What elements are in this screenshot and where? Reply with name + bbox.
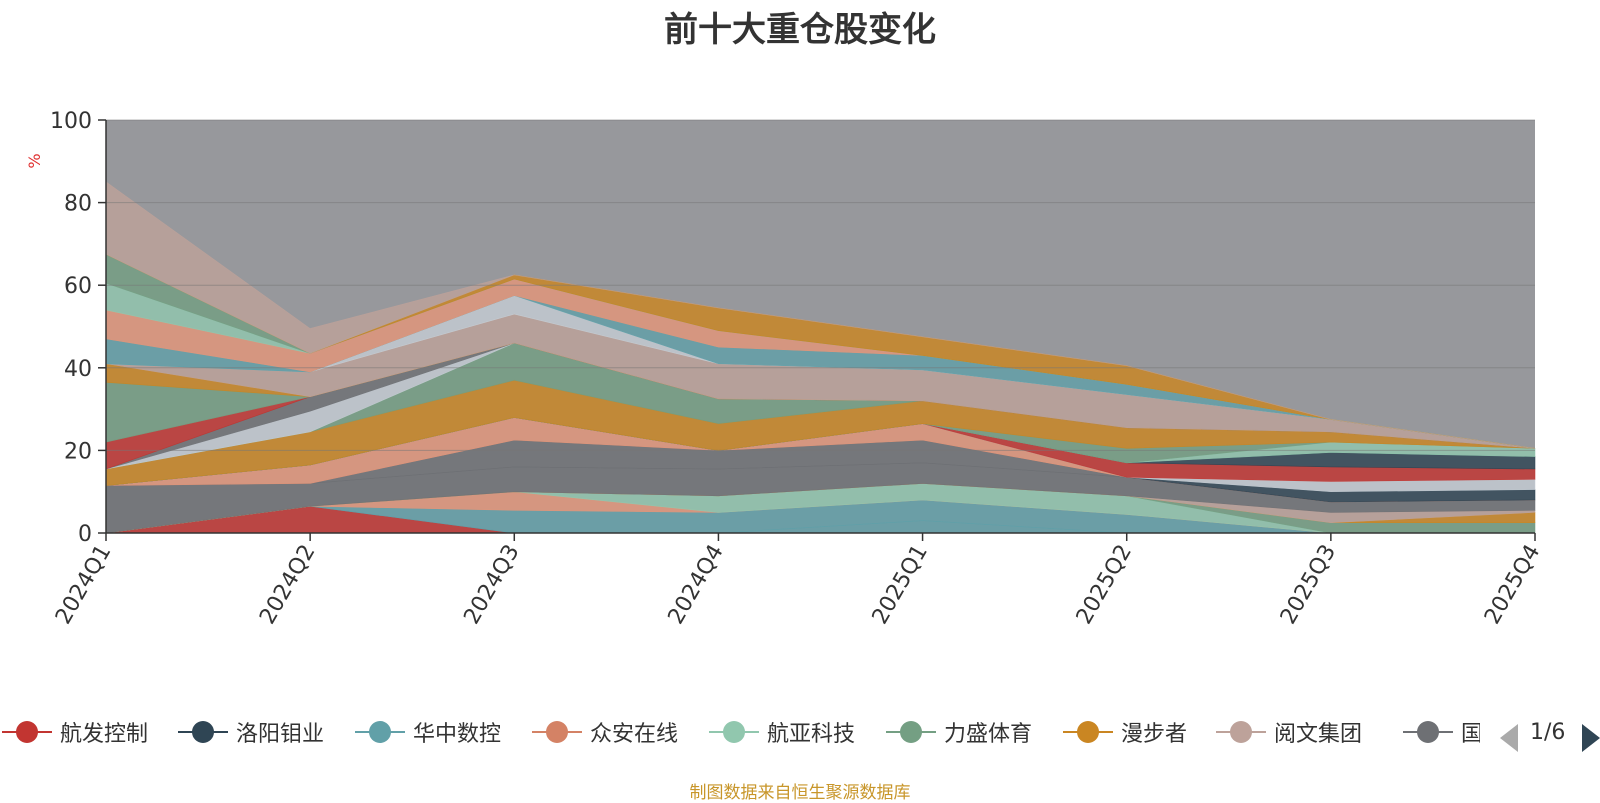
y-tick-label: 40 [64, 357, 92, 382]
legend-item[interactable]: 航发控制 [2, 716, 148, 748]
legend-item[interactable]: 众安在线 [532, 716, 678, 748]
legend-items: 航发控制 洛阳钼业 华中数控 众安在线 航亚科技 力盛体育 漫步者 阅文集团 国 [0, 716, 1480, 756]
legend-item[interactable]: 漫步者 [1063, 716, 1187, 748]
legend-label: 航亚科技 [767, 722, 856, 747]
legend-label: 力盛体育 [944, 722, 1033, 747]
data-source-note: 制图数据来自恒生聚源数据库 [689, 783, 911, 803]
legend-label: 航发控制 [60, 722, 149, 747]
x-tick-label: 2024Q2 [255, 541, 320, 629]
legend-label: 华中数控 [413, 722, 502, 747]
legend-label: 阅文集团 [1274, 722, 1363, 747]
x-tick-label: 2025Q1 [868, 541, 933, 629]
legend-marker-icon [2, 716, 52, 748]
legend-item[interactable]: 华中数控 [355, 716, 501, 748]
legend-item[interactable]: 国 [1403, 716, 1480, 748]
legend-label: 漫步者 [1121, 722, 1188, 747]
x-tick-label: 2025Q3 [1276, 541, 1341, 629]
legend-item[interactable]: 洛阳钼业 [178, 716, 324, 748]
legend-marker-icon [355, 716, 405, 748]
grid-lines [106, 119, 1535, 451]
legend-item[interactable]: 力盛体育 [886, 716, 1032, 748]
legend-marker-icon [178, 716, 228, 748]
stacked-area-chart: 0 20 40 60 80 100 2024Q1 2024Q2 2024Q3 2024Q4 2025… [25, 109, 1545, 629]
x-tick-label: 2024Q3 [459, 541, 524, 629]
y-tick-label: 0 [78, 522, 92, 547]
y-tick-label: 20 [64, 439, 92, 464]
legend-marker-icon [532, 716, 582, 748]
legend-pager: 1/6 [1500, 720, 1600, 752]
y-axis-label: % [25, 153, 44, 168]
legend-marker-icon [1403, 716, 1453, 748]
area-series-32[interactable] [105, 181, 1536, 449]
chart-title: 前十大重仓股变化 [664, 10, 936, 50]
legend-page-indicator: 1/6 [1530, 720, 1566, 745]
x-tick-label: 2025Q4 [1480, 541, 1545, 629]
area-series-group [105, 181, 1536, 534]
legend: 航发控制 洛阳钼业 华中数控 众安在线 航亚科技 力盛体育 漫步者 阅文集团 国 1/6 [0, 716, 1600, 756]
legend-marker-icon [886, 716, 936, 748]
legend-label: 洛阳钼业 [236, 722, 325, 747]
x-tick-label: 2025Q2 [1072, 541, 1137, 629]
x-tick-label: 2024Q4 [664, 541, 729, 629]
legend-label: 众安在线 [590, 722, 679, 747]
legend-prev-page-icon[interactable] [1500, 724, 1518, 752]
legend-marker-icon [709, 716, 759, 748]
legend-next-page-icon[interactable] [1582, 724, 1600, 752]
y-tick-label: 80 [64, 192, 92, 217]
y-tick-label: 60 [64, 274, 92, 299]
y-tick-label: 100 [50, 109, 92, 134]
x-tick-label: 2024Q1 [51, 541, 116, 629]
legend-marker-icon [1216, 716, 1266, 748]
legend-item[interactable]: 航亚科技 [709, 716, 855, 748]
legend-label: 国 [1461, 722, 1480, 747]
legend-item[interactable]: 阅文集团 [1216, 716, 1362, 748]
legend-marker-icon [1063, 716, 1113, 748]
